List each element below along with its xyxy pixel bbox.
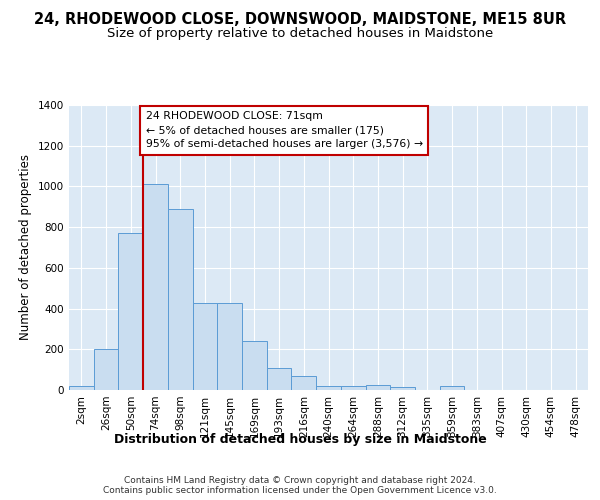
- Text: Contains HM Land Registry data © Crown copyright and database right 2024.
Contai: Contains HM Land Registry data © Crown c…: [103, 476, 497, 495]
- Bar: [217, 304, 242, 390]
- Text: 24, RHODEWOOD CLOSE, DOWNSWOOD, MAIDSTONE, ME15 8UR: 24, RHODEWOOD CLOSE, DOWNSWOOD, MAIDSTON…: [34, 12, 566, 28]
- Text: 24 RHODEWOOD CLOSE: 71sqm
← 5% of detached houses are smaller (175)
95% of semi-: 24 RHODEWOOD CLOSE: 71sqm ← 5% of detach…: [146, 111, 423, 149]
- Bar: [143, 184, 168, 390]
- Bar: [94, 350, 118, 390]
- Text: Distribution of detached houses by size in Maidstone: Distribution of detached houses by size …: [113, 432, 487, 446]
- Bar: [316, 386, 341, 390]
- Bar: [242, 340, 267, 390]
- Bar: [292, 376, 316, 390]
- Bar: [118, 233, 143, 390]
- Text: Size of property relative to detached houses in Maidstone: Size of property relative to detached ho…: [107, 28, 493, 40]
- Bar: [390, 387, 415, 390]
- Bar: [341, 386, 365, 390]
- Y-axis label: Number of detached properties: Number of detached properties: [19, 154, 32, 340]
- Bar: [267, 368, 292, 390]
- Bar: [365, 385, 390, 390]
- Bar: [440, 386, 464, 390]
- Bar: [69, 386, 94, 390]
- Bar: [168, 209, 193, 390]
- Bar: [193, 304, 217, 390]
